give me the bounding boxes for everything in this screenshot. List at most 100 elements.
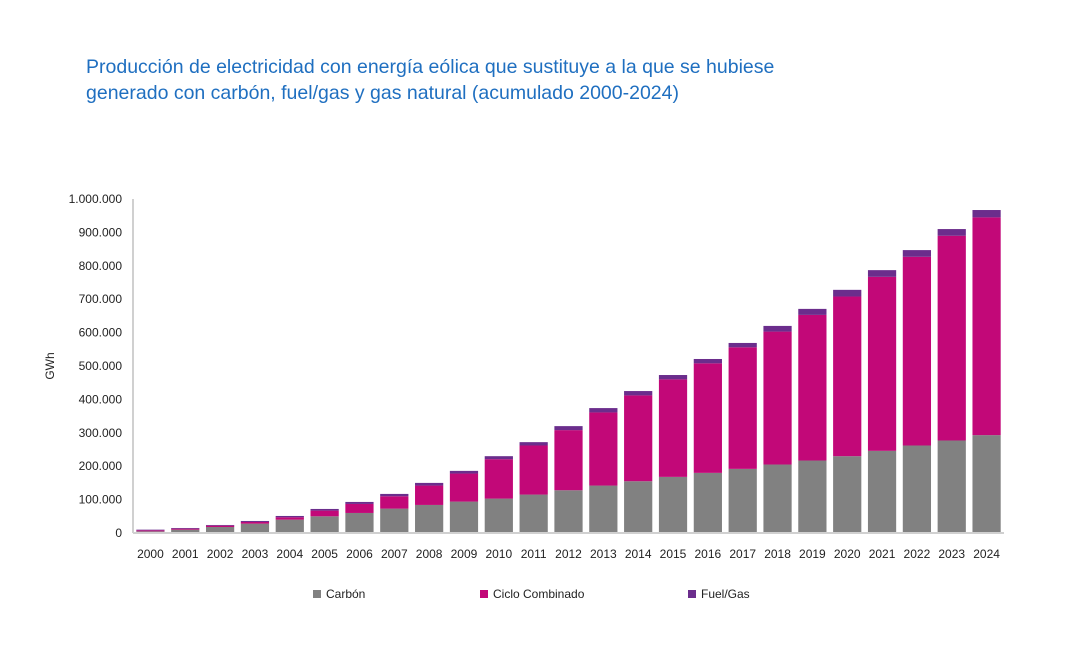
bar-ciclo-combinado-2007 (380, 496, 409, 509)
bar-carb-n-2003 (240, 523, 270, 533)
bar-carb-n-2011 (519, 494, 548, 533)
y-tick-label: 400.000 (79, 392, 123, 406)
bar-carb-n-2016 (693, 472, 722, 533)
y-axis-label: GWh (43, 352, 57, 379)
x-tick-label: 2004 (276, 547, 303, 561)
bar-fuel-gas-2021 (867, 270, 897, 277)
bar-fuel-gas-2016 (693, 358, 722, 364)
x-tick-label: 2002 (207, 547, 234, 561)
legend-swatch (688, 590, 696, 598)
bar-carb-n-2002 (205, 526, 235, 533)
bar-fuel-gas-2020 (833, 289, 862, 297)
bar-fuel-gas-2006 (345, 501, 374, 504)
bar-ciclo-combinado-2014 (624, 395, 653, 482)
bar-ciclo-combinado-2011 (519, 445, 548, 495)
y-tick-label: 200.000 (79, 459, 123, 473)
bar-carb-n-2018 (763, 464, 792, 533)
bar-fuel-gas-2008 (415, 482, 444, 486)
legend-label: Fuel/Gas (701, 587, 750, 601)
bar-fuel-gas-2002 (205, 524, 235, 526)
chart-title-line-2: generado con carbón, fuel/gas y gas natu… (86, 82, 679, 104)
bar-fuel-gas-2009 (449, 470, 479, 474)
x-tick-label: 2006 (346, 547, 373, 561)
bar-carb-n-2001 (171, 529, 200, 533)
x-tick-label: 2017 (729, 547, 756, 561)
bar-ciclo-combinado-2010 (484, 459, 513, 499)
chart-title-line-1: Producción de electricidad con energía e… (86, 56, 775, 78)
x-tick-label: 2022 (904, 547, 931, 561)
bar-carb-n-2013 (589, 485, 618, 533)
bar-ciclo-combinado-2015 (658, 379, 688, 477)
x-tick-label: 2018 (764, 547, 791, 561)
bar-ciclo-combinado-2016 (693, 363, 722, 473)
bar-carb-n-2008 (415, 504, 444, 533)
bar-ciclo-combinado-2008 (415, 485, 444, 505)
bar-fuel-gas-2017 (728, 342, 757, 348)
bar-carb-n-2023 (937, 440, 966, 533)
x-tick-label: 2021 (869, 547, 896, 561)
bar-ciclo-combinado-2000 (136, 530, 165, 532)
bar-ciclo-combinado-2004 (275, 517, 304, 520)
bar-fuel-gas-2018 (763, 325, 792, 332)
bar-ciclo-combinado-2003 (240, 521, 270, 524)
bar-fuel-gas-2000 (136, 529, 165, 531)
bar-fuel-gas-2010 (484, 456, 513, 460)
legend-label: Carbón (326, 587, 365, 601)
bar-ciclo-combinado-2024 (972, 217, 1001, 436)
legend-swatch (480, 590, 488, 598)
bar-ciclo-combinado-2023 (937, 235, 966, 441)
bar-fuel-gas-2024 (972, 210, 1001, 218)
x-tick-label: 2020 (834, 547, 861, 561)
x-tick-label: 2011 (521, 547, 547, 561)
bar-carb-n-2019 (798, 460, 827, 533)
bar-fuel-gas-2023 (937, 229, 966, 236)
bar-carb-n-2024 (972, 435, 1001, 533)
bar-carb-n-2017 (728, 468, 757, 533)
bar-fuel-gas-2015 (658, 375, 688, 380)
x-tick-label: 2012 (555, 547, 582, 561)
bar-ciclo-combinado-2021 (867, 276, 897, 451)
bar-carb-n-2010 (484, 498, 513, 533)
x-tick-label: 2001 (172, 547, 199, 561)
bar-ciclo-combinado-2018 (763, 331, 792, 465)
bar-carb-n-2015 (658, 476, 688, 533)
bar-fuel-gas-2007 (380, 493, 409, 497)
bar-carb-n-2021 (867, 450, 897, 533)
y-tick-label: 300.000 (79, 426, 123, 440)
x-tick-label: 2010 (485, 547, 512, 561)
bar-ciclo-combinado-2022 (902, 256, 932, 446)
bar-fuel-gas-2003 (240, 520, 270, 522)
bar-ciclo-combinado-2020 (833, 296, 862, 457)
x-tick-label: 2023 (938, 547, 965, 561)
x-tick-label: 2016 (695, 547, 722, 561)
bar-carb-n-2009 (449, 501, 479, 533)
bar-ciclo-combinado-2006 (345, 503, 374, 513)
bar-ciclo-combinado-2005 (310, 510, 339, 517)
x-tick-label: 2009 (451, 547, 478, 561)
bar-ciclo-combinado-2019 (798, 314, 827, 461)
bar-carb-n-2022 (902, 445, 932, 533)
bar-carb-n-2012 (554, 490, 583, 533)
x-tick-label: 2005 (311, 547, 338, 561)
legend-label: Ciclo Combinado (493, 587, 585, 601)
y-tick-label: 800.000 (79, 259, 123, 273)
x-tick-label: 2003 (242, 547, 269, 561)
bar-fuel-gas-2013 (589, 408, 618, 413)
y-tick-label: 900.000 (79, 225, 123, 239)
bar-fuel-gas-2001 (171, 527, 200, 529)
bar-carb-n-2020 (833, 456, 862, 533)
x-tick-label: 2019 (799, 547, 826, 561)
bar-fuel-gas-2012 (554, 426, 583, 431)
legend-swatch (313, 590, 321, 598)
bar-ciclo-combinado-2013 (589, 412, 618, 486)
bar-fuel-gas-2011 (519, 442, 548, 446)
bar-carb-n-2007 (380, 508, 409, 533)
bar-carb-n-2014 (624, 481, 653, 533)
bar-fuel-gas-2004 (275, 515, 304, 518)
y-tick-label: 100.000 (79, 493, 123, 507)
bar-carb-n-2005 (310, 516, 339, 533)
y-tick-label: 500.000 (79, 359, 123, 373)
bar-carb-n-2004 (275, 519, 304, 533)
x-tick-label: 2014 (625, 547, 652, 561)
